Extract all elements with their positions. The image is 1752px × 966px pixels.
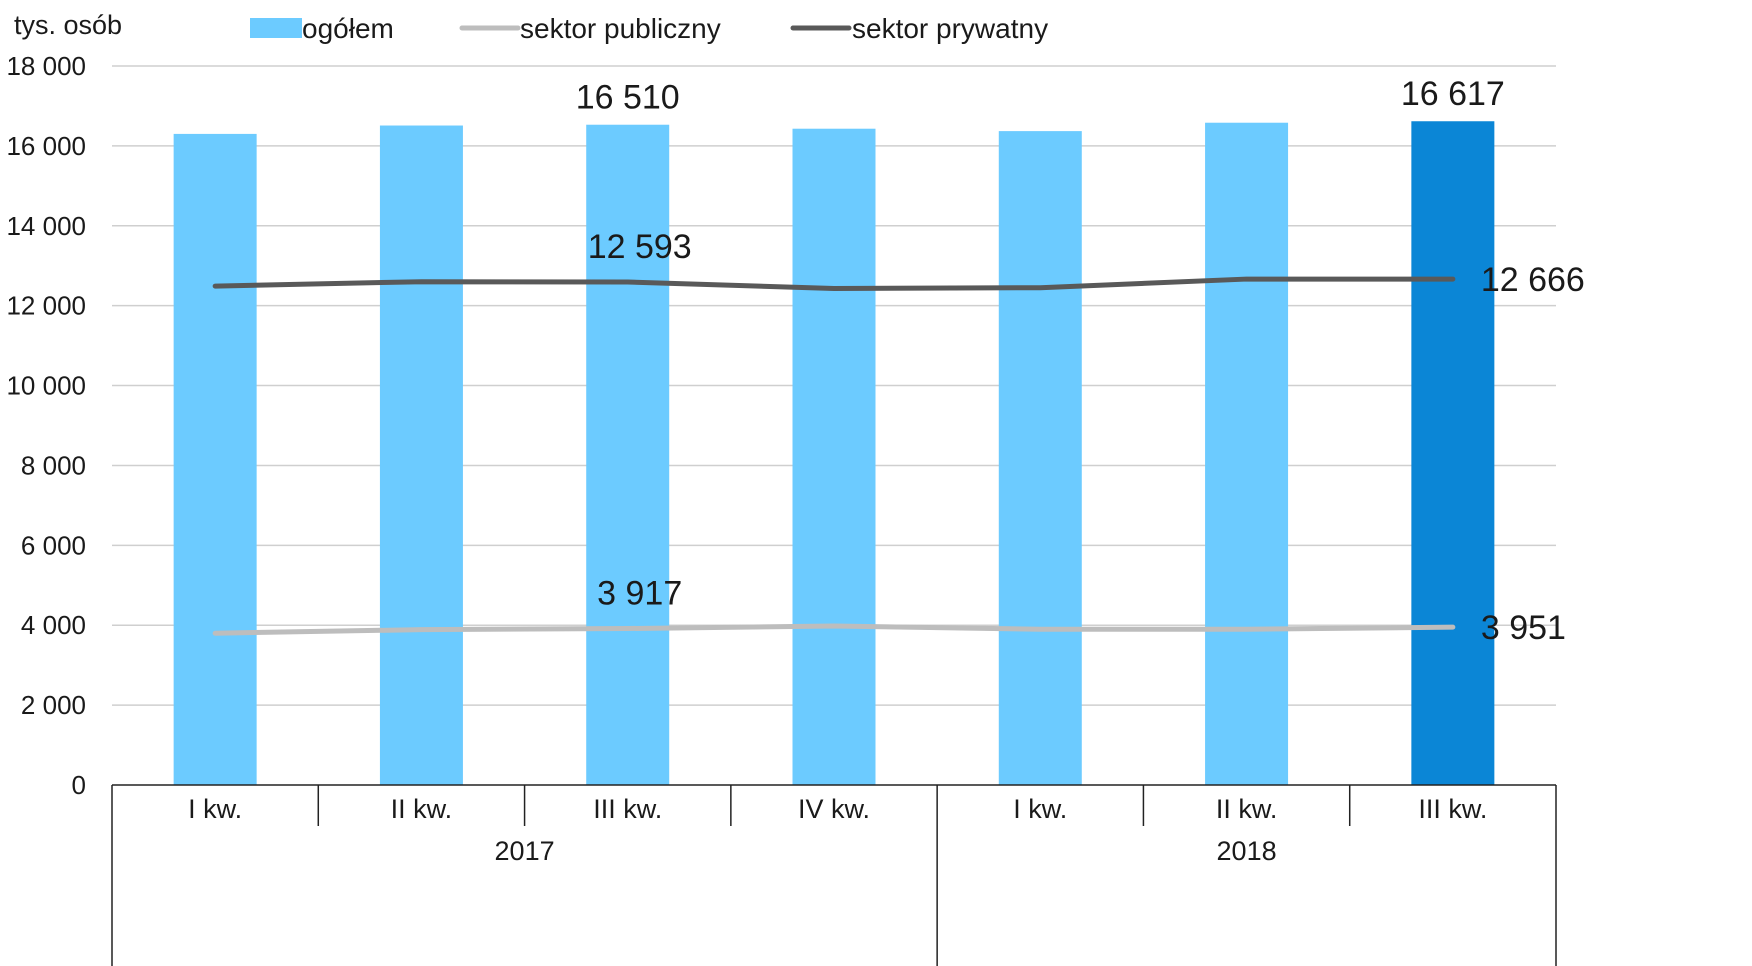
legend-label: ogółem [302, 13, 394, 44]
x-category-label: III kw. [1418, 794, 1487, 824]
y-tick-label: 14 000 [6, 211, 86, 241]
data-labels: 16 510 16 617 12 593 12 666 3 917 3 951 [576, 75, 1585, 647]
bar-ogolem [792, 128, 876, 786]
line-sektor-prywatny [212, 276, 1456, 291]
y-tick-label: 0 [72, 770, 86, 800]
y-tick-label: 2 000 [21, 690, 86, 720]
x-category-label: I kw. [188, 794, 242, 824]
data-label: 3 951 [1481, 609, 1566, 647]
legend-label: sektor publiczny [520, 13, 721, 44]
legend-swatch-bar [250, 18, 302, 38]
legend: ogółem sektor publiczny sektor prywatny [250, 13, 1048, 44]
y-tick-label: 8 000 [21, 450, 86, 480]
y-tick-label: 10 000 [6, 371, 86, 401]
data-label: 12 593 [588, 228, 692, 266]
bars-ogolem [173, 121, 1495, 786]
data-label: 16 510 [576, 79, 680, 117]
bar-ogolem [379, 125, 463, 786]
bar-ogolem [586, 124, 670, 786]
lines [212, 276, 1456, 636]
y-tick-label: 16 000 [6, 131, 86, 161]
y-axis-unit-label: tys. osób [14, 10, 122, 40]
data-label: 3 917 [597, 575, 682, 613]
data-label: 12 666 [1481, 261, 1585, 299]
y-tick-label: 18 000 [6, 51, 86, 81]
data-label: 16 617 [1401, 75, 1505, 113]
y-tick-label: 6 000 [21, 530, 86, 560]
y-tick-label: 12 000 [6, 291, 86, 321]
x-group-label: 2017 [495, 836, 555, 866]
y-axis: 0 2 000 4 000 6 000 8 000 10 000 12 000 14 000 1… [6, 51, 86, 800]
legend-label: sektor prywatny [852, 13, 1048, 44]
x-category-label: IV kw. [798, 794, 870, 824]
bar-ogolem [173, 133, 257, 786]
bar-ogolem [1411, 121, 1495, 785]
x-category-label: II kw. [1216, 794, 1278, 824]
x-category-label: I kw. [1013, 794, 1067, 824]
bar-ogolem [998, 131, 1082, 786]
x-axis: I kw. II kw. III kw. IV kw. I kw. II kw. III k… [111, 784, 1557, 966]
x-category-label: II kw. [391, 794, 453, 824]
line-sektor-publiczny [212, 623, 1456, 636]
x-group-label: 2018 [1217, 836, 1277, 866]
x-category-label: III kw. [593, 794, 662, 824]
bar-ogolem [1205, 122, 1289, 785]
y-tick-label: 4 000 [21, 610, 86, 640]
